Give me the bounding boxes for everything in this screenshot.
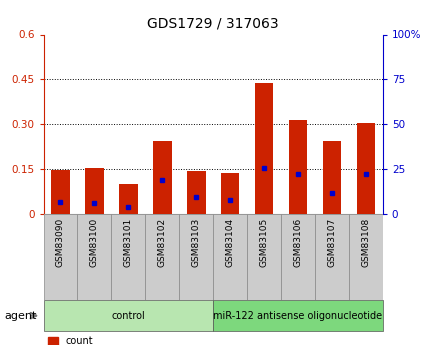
Bar xyxy=(220,172,239,214)
Title: GDS1729 / 317063: GDS1729 / 317063 xyxy=(147,17,278,31)
Bar xyxy=(179,214,213,300)
Bar xyxy=(348,214,382,300)
Legend: count, percentile rank within the sample: count, percentile rank within the sample xyxy=(48,336,230,345)
Text: miR-122 antisense oligonucleotide: miR-122 antisense oligonucleotide xyxy=(213,311,381,321)
Text: control: control xyxy=(111,311,145,321)
Bar xyxy=(43,214,77,300)
Bar xyxy=(322,141,340,214)
Text: GSM83101: GSM83101 xyxy=(124,218,132,267)
Text: GSM83090: GSM83090 xyxy=(56,218,65,267)
Bar xyxy=(280,214,314,300)
Bar xyxy=(145,214,179,300)
Text: agent: agent xyxy=(4,311,36,321)
Text: GSM83102: GSM83102 xyxy=(158,218,166,267)
Bar xyxy=(213,214,247,300)
Text: GSM83108: GSM83108 xyxy=(361,218,369,267)
Bar xyxy=(111,214,145,300)
Bar xyxy=(51,170,69,214)
Bar xyxy=(213,300,382,331)
Bar xyxy=(356,123,374,214)
Bar xyxy=(288,120,306,214)
Bar xyxy=(247,214,280,300)
Bar xyxy=(77,214,111,300)
Text: GSM83103: GSM83103 xyxy=(191,218,200,267)
Bar xyxy=(254,83,273,214)
Bar xyxy=(314,214,348,300)
Text: GSM83106: GSM83106 xyxy=(293,218,302,267)
Text: GSM83104: GSM83104 xyxy=(225,218,234,267)
Bar xyxy=(85,168,103,214)
Bar xyxy=(187,171,205,214)
Text: GSM83100: GSM83100 xyxy=(90,218,99,267)
Bar xyxy=(43,300,213,331)
Text: GSM83105: GSM83105 xyxy=(259,218,268,267)
Text: GSM83107: GSM83107 xyxy=(327,218,335,267)
Bar xyxy=(153,141,171,214)
Bar xyxy=(119,184,137,214)
